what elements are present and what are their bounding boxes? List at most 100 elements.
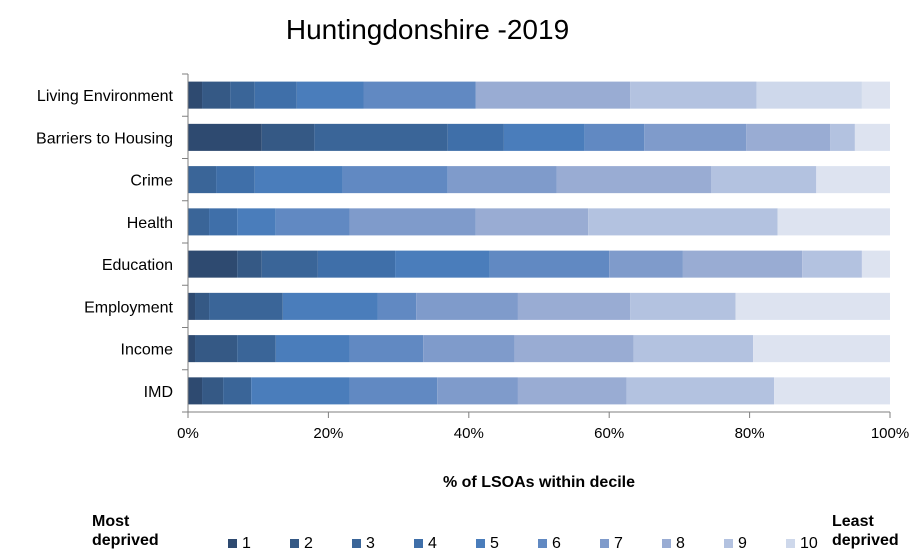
bar-segment [777,208,890,236]
bar-segment [774,377,890,405]
bar-segment [854,123,890,151]
bar-segment [753,335,890,363]
bar-segment [261,250,318,278]
x-tick-label: 100% [871,425,909,442]
bar-segment [195,292,210,320]
bar-segment [237,335,276,363]
legend-swatch [538,539,547,548]
legend-label: 2 [304,535,313,552]
bar-segment [475,208,589,236]
legend-swatch [414,539,423,548]
legend-item: 2 [290,535,313,553]
bar-segment [517,292,631,320]
bar-segment [317,250,396,278]
bar-segment [254,166,343,194]
bar-segment [633,335,754,363]
bar-segment [556,166,711,194]
bar-segment [503,123,585,151]
bar-segment [261,123,315,151]
legend-label: 10 [800,535,818,552]
bar-segment [251,377,350,405]
y-tick-label: Health [127,215,173,232]
bar-segment [630,292,736,320]
bar-segment [447,166,557,194]
bar-segment [209,208,238,236]
legend-swatch [228,539,237,548]
bar-segment [377,292,417,320]
x-tick-label: 60% [594,425,624,442]
bar-segment [195,335,238,363]
x-axis-label: % of LSOAs within decile [442,474,636,491]
legend-label: 1 [242,535,251,552]
legend-most-deprived: Most deprived [92,513,159,549]
bar-segment [282,292,378,320]
bar-segment [437,377,518,405]
legend-swatch [786,539,795,548]
bar-segment [710,166,817,194]
bar-segment [188,208,210,236]
legend-item: 9 [724,535,747,553]
bar-segment [314,123,448,151]
legend-label: 5 [490,535,499,552]
bar-segment [802,250,862,278]
chart-title: Huntingdonshire -2019 [285,14,570,45]
bar-segment [209,292,283,320]
bar-segment [416,292,518,320]
bar-segment [230,81,255,109]
bar-segment [489,250,610,278]
bar-segment [447,123,504,151]
legend-swatch [476,539,485,548]
bar-segment [188,292,196,320]
y-tick-label: Income [121,342,174,359]
bar-segment [188,377,203,405]
bar-segment [188,166,217,194]
x-tick-label: 40% [454,425,484,442]
x-tick-label: 80% [735,425,765,442]
bar-segment [644,123,747,151]
y-tick-label: Living Environment [37,88,174,105]
legend-swatch [724,539,733,548]
bar-segment [275,208,350,236]
legend-label: 6 [552,535,561,552]
legend-item: 7 [600,535,623,553]
y-tick-label: Education [102,257,173,274]
y-tick-label: Barriers to Housing [36,130,173,147]
bar-segment [216,166,255,194]
bar-segment [296,81,364,109]
legend-item: 8 [662,535,685,553]
legend-swatch [662,539,671,548]
legend-label: 8 [676,535,685,552]
legend-label: 7 [614,535,623,552]
legend-swatch [600,539,609,548]
legend-item: 3 [352,535,375,553]
bar-segment [395,250,490,278]
bar-segment [254,81,297,109]
legend-swatch [290,539,299,548]
bar-segment [188,250,238,278]
legend-label: 3 [366,535,375,552]
y-tick-label: IMD [144,384,173,401]
legend-item: 5 [476,535,499,553]
bar-segment [349,208,476,236]
bar-segment [188,81,203,109]
bar-segment [275,335,350,363]
bar-segment [223,377,252,405]
legend-item: 4 [414,535,437,553]
bar-segment [423,335,515,363]
bar-segment [861,81,890,109]
bar-segment [349,335,424,363]
bar-segment [830,123,855,151]
legend-label: 9 [738,535,747,552]
y-tick-label: Crime [130,173,173,190]
legend-item: 1 [228,535,251,553]
bar-segment [237,250,262,278]
bar-segment [202,81,231,109]
bar-segment [349,377,438,405]
legend-item: 6 [538,535,561,553]
x-tick-label: 0% [177,425,199,442]
bar-segment [514,335,634,363]
bar-segment [630,81,757,109]
bar-segment [584,123,645,151]
x-tick-label: 20% [313,425,343,442]
